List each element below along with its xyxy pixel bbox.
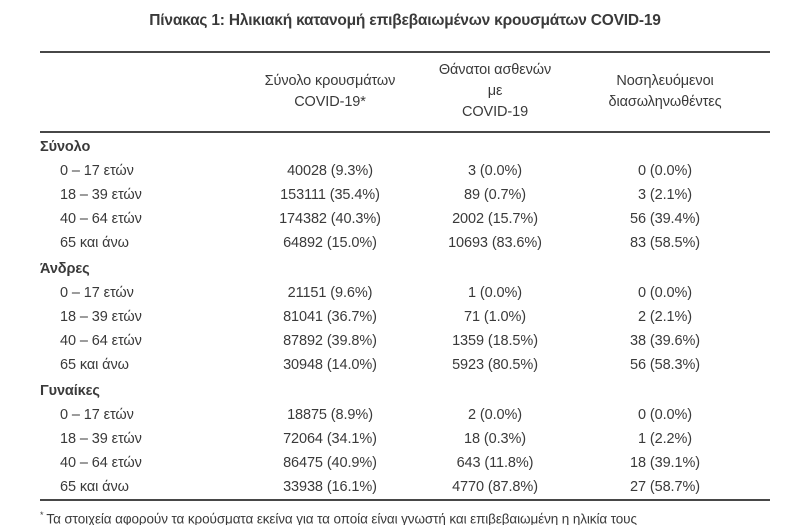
age-label: 40 – 64 ετών [60, 455, 142, 471]
deaths-cell: 2 (0.0%) [468, 407, 522, 423]
header-intubated-line2: διασωληνωθέντες [608, 93, 722, 110]
cases-cell: 40028 (9.3%) [287, 163, 373, 179]
table-row: 18 – 39 ετών 72064 (34.1%) 18 (0.3%) 1 (… [40, 427, 770, 451]
deaths-cell: 1359 (18.5%) [452, 333, 538, 349]
deaths-cell: 89 (0.7%) [464, 187, 526, 203]
intubated-cell: 56 (39.4%) [630, 211, 700, 227]
age-label: 40 – 64 ετών [60, 211, 142, 227]
age-label: 40 – 64 ετών [60, 333, 142, 349]
header-deaths-line2: COVID-19 [461, 104, 529, 120]
header-intubated: Νοσηλευόμενοι διασωληνωθέντες [560, 52, 770, 133]
table-row: 18 – 39 ετών 81041 (36.7%) 71 (1.0%) 2 (… [40, 305, 770, 329]
deaths-cell: 18 (0.3%) [464, 431, 526, 447]
deaths-cell: 10693 (83.6%) [448, 235, 542, 251]
header-row: Σύνολο κρουσμάτων COVID-19* Θάνατοι ασθε… [40, 52, 770, 133]
intubated-cell: 27 (58.7%) [630, 479, 700, 495]
cases-cell: 153111 (35.4%) [280, 187, 380, 203]
age-label: 18 – 39 ετών [60, 187, 142, 203]
cases-cell: 87892 (39.8%) [283, 333, 377, 349]
age-label: 18 – 39 ετών [60, 309, 142, 325]
table-row: 40 – 64 ετών 86475 (40.9%) 643 (11.8%) 1… [40, 451, 770, 475]
header-empty-cell [40, 52, 230, 133]
intubated-cell: 0 (0.0%) [638, 407, 692, 423]
group-label-men: Άνδρες [40, 261, 90, 277]
intubated-cell: 0 (0.0%) [638, 163, 692, 179]
age-label: 65 και άνω [60, 479, 129, 495]
header-deaths: Θάνατοι ασθενών με COVID-19 [430, 52, 560, 133]
intubated-cell: 38 (39.6%) [630, 333, 700, 349]
deaths-cell: 3 (0.0%) [468, 163, 522, 179]
age-label: 65 και άνω [60, 357, 129, 373]
deaths-cell: 4770 (87.8%) [452, 479, 538, 495]
cases-cell: 81041 (36.7%) [283, 309, 377, 325]
deaths-cell: 643 (11.8%) [456, 455, 534, 471]
intubated-cell: 56 (58.3%) [630, 357, 700, 373]
deaths-cell: 2002 (15.7%) [452, 211, 538, 227]
cases-cell: 72064 (34.1%) [283, 431, 377, 447]
deaths-cell: 1 (0.0%) [468, 285, 522, 301]
intubated-cell: 18 (39.1%) [630, 455, 700, 471]
table-title: Πίνακας 1: Ηλικιακή κατανομή επιβεβαιωμέ… [149, 12, 661, 29]
age-label: 65 και άνω [60, 235, 129, 251]
table-row: 40 – 64 ετών 87892 (39.8%) 1359 (18.5%) … [40, 329, 770, 353]
table-row: 0 – 17 ετών 18875 (8.9%) 2 (0.0%) 0 (0.0… [40, 403, 770, 427]
deaths-cell: 71 (1.0%) [464, 309, 526, 325]
intubated-cell: 0 (0.0%) [638, 285, 692, 301]
deaths-cell: 5923 (80.5%) [452, 357, 538, 373]
table-row: 18 – 39 ετών 153111 (35.4%) 89 (0.7%) 3 … [40, 183, 770, 207]
cases-cell: 18875 (8.9%) [287, 407, 373, 423]
cases-cell: 64892 (15.0%) [283, 235, 377, 251]
header-deaths-line1: Θάνατοι ασθενών με [438, 62, 552, 99]
header-intubated-line1: Νοσηλευόμενοι [616, 72, 714, 89]
covid-age-distribution-table: Σύνολο κρουσμάτων COVID-19* Θάνατοι ασθε… [40, 51, 770, 501]
table-row: 0 – 17 ετών 21151 (9.6%) 1 (0.0%) 0 (0.0… [40, 281, 770, 305]
intubated-cell: 3 (2.1%) [638, 187, 692, 203]
age-label: 0 – 17 ετών [60, 407, 134, 423]
cases-cell: 30948 (14.0%) [283, 357, 377, 373]
table-row: 65 και άνω 33938 (16.1%) 4770 (87.8%) 27… [40, 475, 770, 500]
cases-cell: 33938 (16.1%) [283, 479, 377, 495]
table-row: 65 και άνω 30948 (14.0%) 5923 (80.5%) 56… [40, 353, 770, 377]
header-total-cases-line2: COVID-19* [294, 93, 366, 110]
cases-cell: 21151 (9.6%) [287, 285, 373, 301]
header-total-cases: Σύνολο κρουσμάτων COVID-19* [230, 52, 430, 133]
table-body: Σύνολο 0 – 17 ετών 40028 (9.3%) 3 (0.0%)… [40, 132, 770, 500]
table-header: Σύνολο κρουσμάτων COVID-19* Θάνατοι ασθε… [40, 52, 770, 133]
intubated-cell: 83 (58.5%) [630, 235, 700, 251]
group-row-total: Σύνολο [40, 132, 770, 159]
age-label: 0 – 17 ετών [60, 285, 134, 301]
group-row-men: Άνδρες [40, 255, 770, 281]
table-row: 0 – 17 ετών 40028 (9.3%) 3 (0.0%) 0 (0.0… [40, 159, 770, 183]
header-total-cases-line1: Σύνολο κρουσμάτων [264, 72, 396, 89]
table-row: 40 – 64 ετών 174382 (40.3%) 2002 (15.7%)… [40, 207, 770, 231]
group-label-women: Γυναίκες [40, 383, 100, 399]
footnote-text: Τα στοιχεία αφορούν τα κρούσματα εκείνα … [46, 511, 637, 525]
cases-cell: 174382 (40.3%) [279, 211, 381, 227]
table-row: 65 και άνω 64892 (15.0%) 10693 (83.6%) 8… [40, 231, 770, 255]
table-footnote: * Τα στοιχεία αφορούν τα κρούσματα εκείνα… [40, 505, 797, 525]
group-row-women: Γυναίκες [40, 377, 770, 403]
age-label: 18 – 39 ετών [60, 431, 142, 447]
footnote-asterisk: * [40, 510, 44, 520]
intubated-cell: 1 (2.2%) [638, 431, 692, 447]
cases-cell: 86475 (40.9%) [283, 455, 377, 471]
age-label: 0 – 17 ετών [60, 163, 134, 179]
intubated-cell: 2 (2.1%) [638, 309, 692, 325]
group-label-total: Σύνολο [40, 139, 91, 155]
